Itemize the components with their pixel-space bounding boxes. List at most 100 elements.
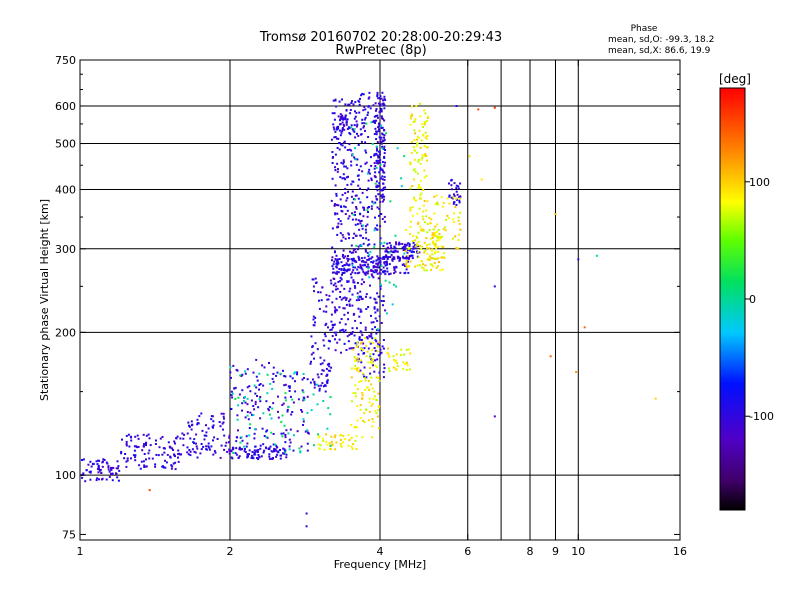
data-point [207, 442, 210, 445]
data-point [366, 196, 369, 199]
data-point [222, 412, 225, 415]
data-point [417, 187, 420, 190]
data-point [241, 439, 244, 442]
data-point [322, 385, 325, 388]
x-tick-label: 16 [673, 545, 687, 558]
data-point [361, 122, 364, 125]
data-point [382, 300, 385, 302]
data-point [323, 333, 326, 336]
data-point [228, 448, 231, 451]
data-point [334, 338, 336, 341]
data-point [190, 428, 193, 431]
data-point [354, 357, 357, 360]
data-point [375, 332, 378, 335]
data-point [406, 251, 409, 254]
data-point [360, 347, 362, 350]
data-point [458, 196, 461, 199]
data-point [340, 318, 343, 320]
data-point [337, 262, 340, 265]
data-point [365, 265, 368, 268]
data-point [318, 389, 321, 392]
data-point [330, 282, 333, 285]
data-point [177, 453, 180, 456]
data-point [448, 194, 451, 197]
data-point [405, 265, 408, 268]
data-point [382, 245, 385, 247]
data-point [379, 163, 382, 166]
data-point [360, 94, 363, 97]
data-point [357, 353, 360, 356]
data-point [383, 363, 386, 366]
data-point [434, 257, 436, 260]
data-point [459, 197, 462, 200]
data-point [99, 468, 102, 471]
data-point [455, 203, 458, 206]
data-point [211, 425, 214, 428]
data-point [383, 104, 386, 107]
data-point [429, 237, 432, 240]
data-point [284, 375, 287, 378]
data-point [417, 251, 420, 254]
data-point [345, 303, 348, 306]
data-point [343, 205, 346, 208]
data-point [375, 109, 377, 112]
data-point [383, 178, 386, 181]
data-point [388, 251, 391, 254]
data-point [349, 112, 352, 115]
data-point [361, 92, 364, 95]
data-point [228, 449, 231, 452]
data-point [331, 326, 334, 329]
data-point [334, 251, 336, 254]
data-point [399, 271, 402, 274]
data-point [324, 390, 327, 393]
data-point [425, 209, 428, 212]
data-point [174, 461, 177, 464]
data-point [381, 103, 384, 106]
data-point [258, 398, 261, 401]
data-point [355, 111, 358, 114]
data-point [133, 445, 136, 448]
data-point [322, 439, 325, 442]
data-point [249, 423, 252, 426]
data-point [294, 390, 297, 393]
data-point [378, 315, 381, 318]
data-point [235, 368, 238, 371]
data-point [386, 262, 388, 264]
data-point [203, 434, 206, 437]
data-point [382, 171, 385, 174]
data-point [238, 455, 241, 458]
data-point [403, 272, 406, 275]
data-point [364, 141, 367, 144]
data-point [394, 249, 397, 252]
data-point [133, 449, 136, 452]
data-point [289, 395, 292, 398]
data-point [339, 280, 342, 283]
data-point [381, 91, 384, 94]
data-point [367, 267, 370, 270]
data-point [373, 265, 376, 268]
data-point [321, 369, 324, 372]
data-point [370, 257, 373, 260]
data-point [443, 252, 445, 255]
data-point [339, 434, 342, 437]
data-point [416, 135, 419, 138]
data-point [325, 367, 328, 370]
data-point [228, 452, 231, 455]
data-point [337, 137, 340, 140]
data-point [325, 294, 328, 297]
data-point [380, 300, 383, 302]
data-point [234, 386, 237, 389]
data-point [288, 438, 291, 441]
data-point [329, 413, 332, 416]
data-point [383, 152, 386, 155]
data-point [431, 234, 434, 237]
data-point [338, 268, 341, 270]
data-point [340, 143, 342, 146]
data-point [335, 262, 338, 265]
colorbar-tick-label: 100 [749, 176, 770, 189]
data-point [437, 228, 440, 231]
data-point [379, 257, 382, 260]
data-point [137, 437, 140, 440]
data-point [345, 120, 348, 123]
